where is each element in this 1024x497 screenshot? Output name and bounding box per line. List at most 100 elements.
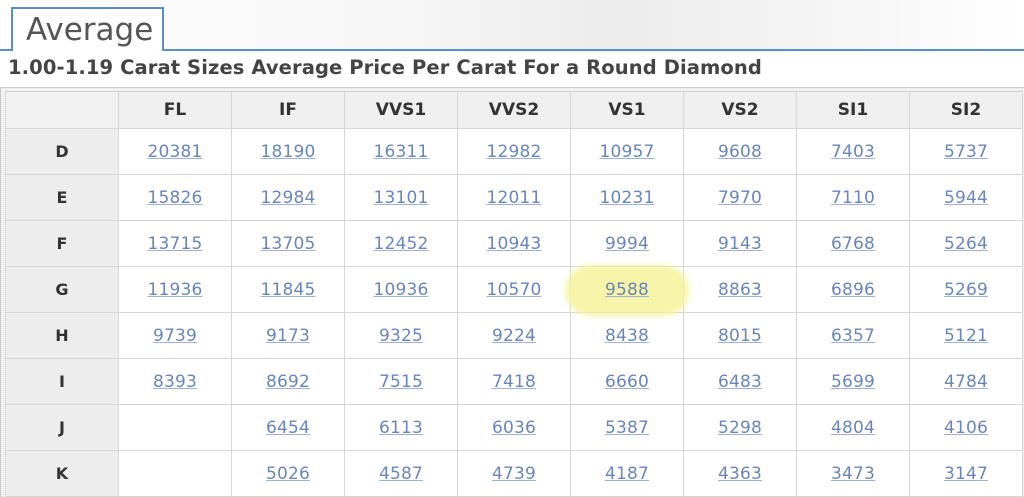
price-link[interactable]: 10957 bbox=[599, 141, 655, 162]
price-link[interactable]: 8863 bbox=[717, 279, 763, 300]
table-row: G 11936 11845 10936 10570 9588 8863 6896 5269 bbox=[5, 265, 1023, 316]
price-cell: 6896 bbox=[796, 266, 910, 313]
price-link[interactable]: 6896 bbox=[830, 279, 876, 300]
price-cell: 4363 bbox=[683, 450, 797, 497]
price-link[interactable]: 7110 bbox=[830, 187, 876, 208]
price-link[interactable]: 5699 bbox=[830, 371, 876, 392]
price-link[interactable]: 10570 bbox=[486, 279, 542, 300]
top-background bbox=[0, 0, 1024, 52]
price-cell: 6357 bbox=[796, 312, 910, 359]
table-body: D 20381 18190 16311 12982 10957 9608 7403 5737 E 1… bbox=[5, 128, 1023, 497]
price-link[interactable]: 10936 bbox=[373, 279, 429, 300]
price-link[interactable]: 3473 bbox=[830, 463, 876, 484]
price-cell: 6454 bbox=[231, 404, 345, 451]
price-link[interactable]: 10231 bbox=[599, 187, 655, 208]
price-link[interactable]: 18190 bbox=[260, 141, 316, 162]
price-link[interactable]: 12452 bbox=[373, 233, 429, 254]
price-cell: 6113 bbox=[344, 404, 458, 451]
price-cell: 9224 bbox=[457, 312, 571, 359]
price-cell: 7418 bbox=[457, 358, 571, 405]
price-cell: 13705 bbox=[231, 220, 345, 267]
price-link[interactable]: 16311 bbox=[373, 141, 429, 162]
price-link[interactable]: 6113 bbox=[378, 417, 424, 438]
price-cell: 3147 bbox=[909, 450, 1023, 497]
price-link[interactable]: 9739 bbox=[152, 325, 198, 346]
price-link[interactable]: 11936 bbox=[147, 279, 203, 300]
price-cell: 5121 bbox=[909, 312, 1023, 359]
price-link[interactable]: 8692 bbox=[265, 371, 311, 392]
price-cell: 5737 bbox=[909, 128, 1023, 175]
price-link[interactable]: 9994 bbox=[604, 233, 650, 254]
price-link[interactable]: 9173 bbox=[265, 325, 311, 346]
price-link[interactable]: 7515 bbox=[378, 371, 424, 392]
price-link[interactable]: 13101 bbox=[373, 187, 429, 208]
price-link[interactable]: 4804 bbox=[830, 417, 876, 438]
price-link[interactable]: 4587 bbox=[378, 463, 424, 484]
table-row: H 9739 9173 9325 9224 8438 8015 6357 5121 bbox=[5, 312, 1023, 359]
price-cell: 9608 bbox=[683, 128, 797, 175]
price-link[interactable]: 4739 bbox=[491, 463, 537, 484]
price-link[interactable]: 4106 bbox=[943, 417, 989, 438]
price-link[interactable]: 4187 bbox=[604, 463, 650, 484]
price-link[interactable]: 9588 bbox=[604, 279, 650, 300]
price-link[interactable]: 7970 bbox=[717, 187, 763, 208]
price-cell: 7403 bbox=[796, 128, 910, 175]
price-link[interactable]: 20381 bbox=[147, 141, 203, 162]
price-link[interactable]: 11845 bbox=[260, 279, 316, 300]
price-link[interactable]: 12011 bbox=[486, 187, 542, 208]
price-link[interactable]: 9143 bbox=[717, 233, 763, 254]
price-link[interactable]: 7418 bbox=[491, 371, 537, 392]
price-link[interactable]: 6454 bbox=[265, 417, 311, 438]
price-cell: 10957 bbox=[570, 128, 684, 175]
price-link[interactable]: 6483 bbox=[717, 371, 763, 392]
price-link[interactable]: 8015 bbox=[717, 325, 763, 346]
price-cell: 8438 bbox=[570, 312, 684, 359]
price-link[interactable]: 6660 bbox=[604, 371, 650, 392]
price-per-carat-table: FL IF VVS1 VVS2 VS1 VS2 SI1 SI2 D 20381 18190 1631… bbox=[5, 91, 1023, 497]
price-link[interactable]: 9608 bbox=[717, 141, 763, 162]
price-cell: 5269 bbox=[909, 266, 1023, 313]
price-link[interactable]: 9224 bbox=[491, 325, 537, 346]
price-cell: 10570 bbox=[457, 266, 571, 313]
tab-average[interactable]: Average bbox=[11, 7, 164, 51]
price-link[interactable]: 5269 bbox=[943, 279, 989, 300]
clarity-header-si2: SI2 bbox=[909, 91, 1023, 129]
price-link[interactable]: 5298 bbox=[717, 417, 763, 438]
table-row: K 5026 4587 4739 4187 4363 3473 3147 bbox=[5, 450, 1023, 497]
price-link[interactable]: 6357 bbox=[830, 325, 876, 346]
price-link[interactable]: 4363 bbox=[717, 463, 763, 484]
price-cell: 7110 bbox=[796, 174, 910, 221]
tab-bar-underline bbox=[0, 49, 1024, 51]
color-grade-label: J bbox=[5, 404, 119, 451]
price-link[interactable]: 15826 bbox=[147, 187, 203, 208]
price-link[interactable]: 13705 bbox=[260, 233, 316, 254]
table-corner-cell bbox=[5, 91, 119, 129]
price-link[interactable]: 5026 bbox=[265, 463, 311, 484]
price-link[interactable]: 6036 bbox=[491, 417, 537, 438]
price-link[interactable]: 10943 bbox=[486, 233, 542, 254]
price-cell: 6768 bbox=[796, 220, 910, 267]
price-table-container: FL IF VVS1 VVS2 VS1 VS2 SI1 SI2 D 20381 18190 1631… bbox=[0, 87, 1024, 497]
price-link[interactable]: 4784 bbox=[943, 371, 989, 392]
price-cell: 5264 bbox=[909, 220, 1023, 267]
price-link[interactable]: 5387 bbox=[604, 417, 650, 438]
price-link[interactable]: 12982 bbox=[486, 141, 542, 162]
price-cell: 5944 bbox=[909, 174, 1023, 221]
price-link[interactable]: 12984 bbox=[260, 187, 316, 208]
price-link[interactable]: 8438 bbox=[604, 325, 650, 346]
price-link[interactable]: 13715 bbox=[147, 233, 203, 254]
clarity-header-vs2: VS2 bbox=[683, 91, 797, 129]
price-link[interactable]: 5944 bbox=[943, 187, 989, 208]
price-link[interactable]: 3147 bbox=[943, 463, 989, 484]
price-link[interactable]: 5264 bbox=[943, 233, 989, 254]
price-link[interactable]: 7403 bbox=[830, 141, 876, 162]
price-link[interactable]: 5121 bbox=[943, 325, 989, 346]
price-link[interactable]: 8393 bbox=[152, 371, 198, 392]
table-row: E 15826 12984 13101 12011 10231 7970 7110 5944 bbox=[5, 174, 1023, 221]
price-link[interactable]: 6768 bbox=[830, 233, 876, 254]
price-link[interactable]: 5737 bbox=[943, 141, 989, 162]
price-link[interactable]: 9325 bbox=[378, 325, 424, 346]
price-cell: 5699 bbox=[796, 358, 910, 405]
price-cell: 15826 bbox=[118, 174, 232, 221]
color-grade-label: K bbox=[5, 450, 119, 497]
